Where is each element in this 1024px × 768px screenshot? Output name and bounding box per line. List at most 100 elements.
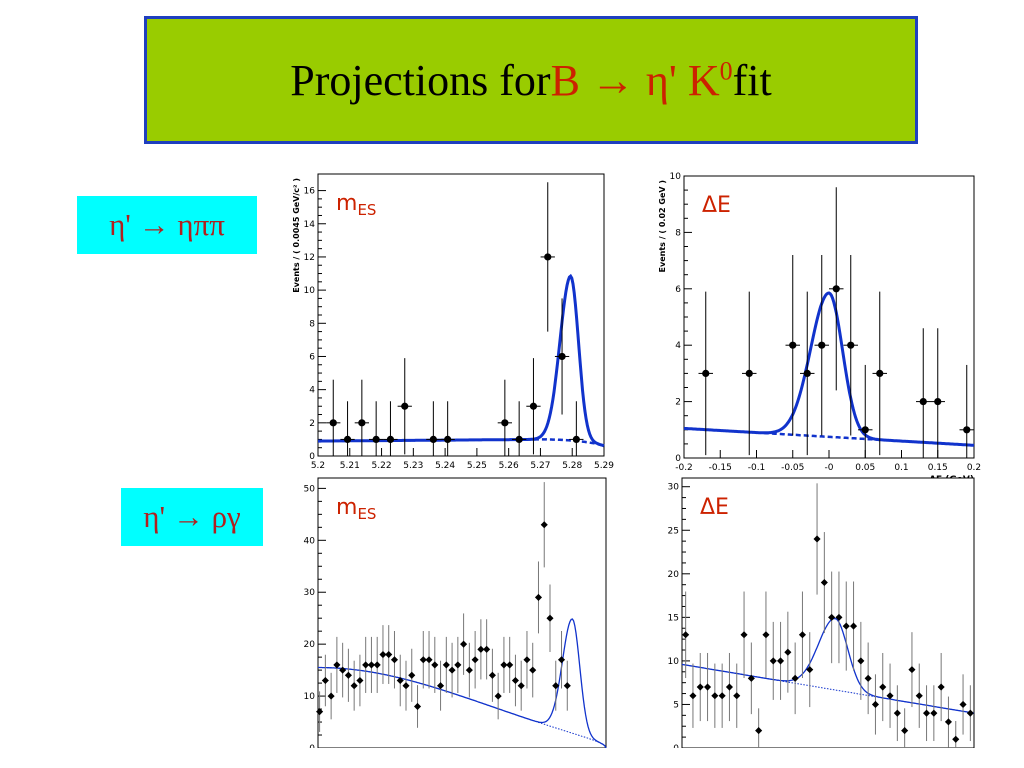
data-point [523,630,531,689]
data-marker [401,402,409,410]
decay-label-eta-pi-pi: η' → ηππ [77,196,257,254]
data-point [354,379,370,456]
data-point [440,401,455,456]
y-tick-label: 30 [668,483,680,493]
data-point [742,291,757,456]
y-tick-label: 20 [304,640,316,650]
data-marker [488,671,496,679]
data-marker [952,735,960,743]
y-tick-label: 6 [675,285,681,295]
data-marker [367,661,375,669]
data-point [454,636,462,693]
data-point [383,401,398,456]
data-point [915,663,923,728]
data-marker [861,426,869,434]
y-tick-label: 12 [304,253,315,263]
y-tick-label: 40 [304,536,316,546]
data-marker [437,682,445,690]
y-tick-label: 20 [668,570,680,580]
x-tick-label: 5.21 [340,461,360,468]
data-marker [847,341,855,349]
y-tick-label: 10 [304,692,316,702]
data-marker [396,676,404,685]
panel-label-subscript: ES [357,201,376,219]
data-marker [745,369,753,377]
y-tick-label: 0 [675,454,681,464]
data-point [800,291,815,456]
y-tick-label: 14 [304,220,316,230]
data-point [488,648,496,702]
data-marker [390,656,399,664]
plot-svg: 0 2 4 6 8 10 12 14 16 5.2 5.21 5.22 5.23 5.24 5.25 5.26… [292,173,614,468]
y-tick-label: 0 [673,744,679,748]
data-point [506,636,514,693]
plot-svg: 0 2 4 6 8 10 -0.2 -0.15 -0.1 -0.05 -0 0.05 0.1 0.15 0.… [658,172,981,485]
plot-frame [683,175,975,459]
x-tick-label: 5.29 [594,461,614,468]
data-point [497,379,513,456]
data-marker [544,253,552,261]
total-fit-curve [681,617,975,714]
plot-svg: 0 10 20 30 40 50 mES [304,477,607,748]
data-marker [915,692,923,700]
data-point [554,298,570,415]
x-tick-label: -0.05 [781,463,804,473]
data-marker [350,682,358,690]
data-point [356,654,364,707]
y-tick-label: 10 [304,286,316,296]
x-tick-label: 0.1 [894,463,908,473]
data-point [390,630,399,689]
y-tick-label: 2 [675,398,681,408]
plot-de-rho-gamma: 0 5 10 15 20 25 30 ΔE [658,476,984,748]
y-tick-label: 4 [675,341,681,351]
data-point [326,379,341,456]
x-tick-label: -0 [825,463,834,473]
decay-label-rho-gamma: η' → ργ [121,488,263,546]
data-marker [515,435,523,444]
data-marker [329,419,337,427]
data-marker [876,369,884,377]
data-point [526,358,541,455]
data-point [494,672,502,720]
data-point [471,630,479,689]
data-point [442,636,450,693]
x-tick-label: -0.15 [709,463,732,473]
data-marker [546,614,554,622]
data-marker [429,435,437,444]
data-marker [959,700,967,708]
data-marker [372,435,380,444]
data-marker [733,692,741,700]
x-tick-label: 5.24 [435,461,455,468]
plot-frame [317,173,605,457]
panel-label: ΔE [700,495,729,520]
data-point [511,654,519,707]
data-point [540,482,548,568]
total-fit-curve [683,291,975,447]
y-tick-label: 16 [304,187,316,197]
x-tick-label: 0.15 [928,463,948,473]
data-marker [832,285,840,293]
data-marker [908,666,916,674]
data-point [350,660,358,711]
data-point [850,581,858,671]
data-marker [944,718,952,726]
data-point [340,401,355,456]
data-point [916,328,931,458]
data-marker [552,682,560,690]
data-marker [386,435,395,444]
data-marker [385,651,393,659]
panel-label-subscript: ES [357,505,376,523]
y-tick-label: 25 [668,526,679,536]
y-tick-label: 4 [309,386,315,396]
data-marker [454,661,462,669]
data-point [858,364,873,458]
data-marker [558,352,566,361]
data-point [552,660,560,711]
plot-frame [317,477,607,748]
data-marker [818,341,826,349]
x-tick-label: 5.27 [530,461,550,468]
data-marker [471,656,479,664]
data-marker [919,398,927,406]
y-axis-label: Events / ( 0.0045 GeV/c² ) [292,178,301,293]
x-tick-label: 5.22 [372,461,392,468]
